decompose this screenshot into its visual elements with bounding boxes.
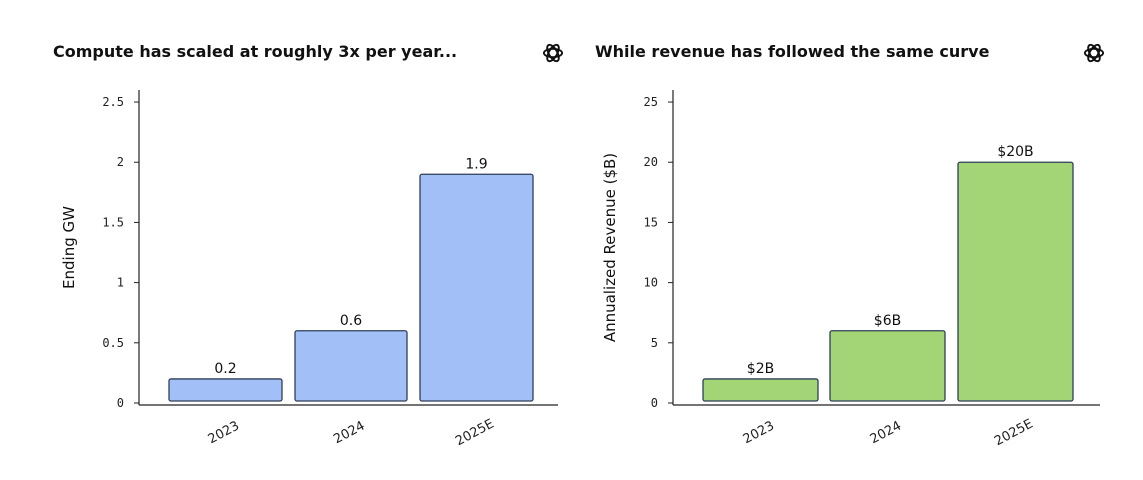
compute-y-tick-label: 1.5 [102,215,124,229]
revenue-y-tick-label: 20 [644,155,658,169]
compute-bar-2025E [419,173,534,402]
openai-logo-icon[interactable] [540,40,566,66]
revenue-y-axis-title: Annualized Revenue ($B) [601,153,619,342]
revenue-y-tick-label: 25 [644,95,658,109]
compute-x-tick-label: 2025E [453,417,497,450]
compute-bar-value-label: 0.2 [214,361,236,377]
compute-y-tick-label: 1 [117,276,124,290]
compute-chart-title: Compute has scaled at roughly 3x per yea… [53,42,458,61]
revenue-chart-title: While revenue has followed the same curv… [595,42,990,61]
compute-y-tick-label: 2.5 [102,95,124,109]
revenue-x-tick-label: 2023 [741,419,777,448]
compute-bar-value-label: 1.9 [465,156,487,172]
revenue-y-tick-label: 10 [644,276,658,290]
revenue-bar-value-label: $2B [747,361,774,377]
revenue-bar-2025E [957,161,1074,402]
revenue-bar-value-label: $6B [874,313,901,329]
revenue-y-tick-label: 15 [644,215,658,229]
revenue-x-tick-label: 2025E [992,417,1036,450]
revenue-bar-2024 [829,330,946,402]
compute-y-tick-label: 0 [117,396,124,410]
revenue-bar-value-label: $20B [997,144,1033,160]
compute-x-tick-label: 2023 [206,419,242,448]
compute-bar-chart: 0 0.5 1 1.5 2 2.5 Ending GW 0.2 2023 0.6 2024 1.9 20… [60,90,558,450]
openai-logo-icon[interactable] [1081,40,1107,66]
revenue-chart-panel: While revenue has followed the same curv… [575,0,1143,480]
compute-y-tick-label: 0.5 [102,336,124,350]
compute-bar-2023 [168,378,283,402]
compute-chart-panel: Compute has scaled at roughly 3x per yea… [53,40,566,450]
revenue-bar-2023 [702,378,819,402]
revenue-bar-chart: 0 5 10 15 20 25 Annualized Revenue ($B) $2B 2023… [601,90,1100,450]
compute-y-axis-title: Ending GW [60,206,78,289]
compute-bar-2024 [294,330,408,402]
revenue-x-tick-label: 2024 [868,419,904,448]
compute-y-tick-label: 2 [117,155,124,169]
revenue-y-tick-label: 5 [651,336,658,350]
compute-x-tick-label: 2024 [331,419,367,448]
revenue-y-tick-label: 0 [651,396,658,410]
compute-bar-value-label: 0.6 [340,313,362,329]
